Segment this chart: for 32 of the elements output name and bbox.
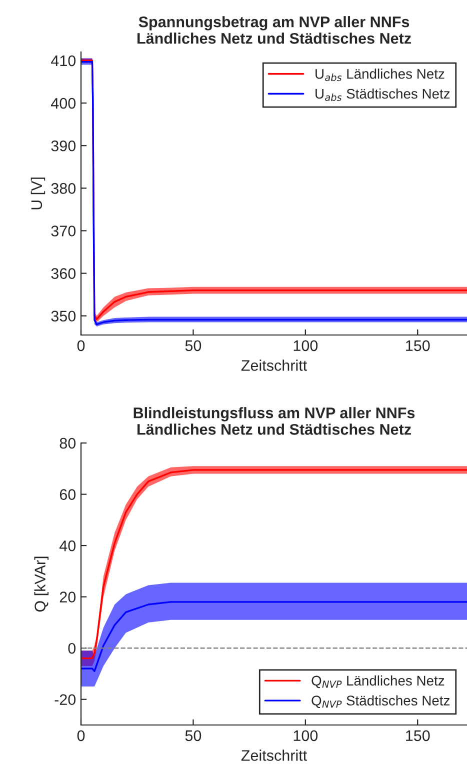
y-tick-label: 0 xyxy=(68,642,76,654)
x-tick-label: 100 xyxy=(294,730,318,742)
x-tick-label: 50 xyxy=(185,340,202,352)
x-tick-label: 150 xyxy=(406,730,430,742)
chart-title: Blindleistungsfluss am NVP aller NNFs Ländliches Netz und Städtisches Netz xyxy=(134,407,415,435)
y-tick-label: 20 xyxy=(60,592,76,603)
x-tick-label: 0 xyxy=(77,730,85,742)
y-tick-label: 410 xyxy=(51,55,76,66)
y-tick-label: 60 xyxy=(60,489,76,500)
legend-label: Q$_{NVP}$ Städtisches Netz xyxy=(312,695,450,708)
legend-label: U$_{abs}$ Städtisches Netz xyxy=(316,88,450,101)
x-tick-label: 150 xyxy=(406,340,430,352)
x-axis-title: Zeitschritt xyxy=(241,750,307,761)
legend-label: Q$_{NVP}$ Ländliches Netz xyxy=(312,675,444,688)
legend-label: U$_{abs}$ Ländliches Netz xyxy=(316,68,444,82)
y-tick-label: 400 xyxy=(51,98,76,109)
y-tick-label: 390 xyxy=(51,140,76,152)
y-tick-label: 360 xyxy=(51,268,76,279)
x-tick-label: 50 xyxy=(185,730,202,742)
y-tick-label: 370 xyxy=(51,226,76,236)
x-axis-title: Zeitschritt xyxy=(241,360,307,371)
x-tick-label: 100 xyxy=(294,340,318,352)
y-tick-label: 380 xyxy=(51,183,76,194)
line-series xyxy=(81,601,467,672)
y-tick-label: -20 xyxy=(54,694,76,706)
y-axis-title: U [V] xyxy=(30,178,46,210)
chart-title: Spannungsbetrag am NVP aller NNFs Ländliches Netz und Städtisches Netz xyxy=(138,16,411,44)
x-tick-label: 0 xyxy=(77,340,85,352)
y-axis-title: Q [kVAr] xyxy=(34,556,49,612)
y-tick-label: 80 xyxy=(60,438,76,449)
y-tick-label: 40 xyxy=(60,540,76,552)
y-tick-label: 350 xyxy=(51,310,76,322)
